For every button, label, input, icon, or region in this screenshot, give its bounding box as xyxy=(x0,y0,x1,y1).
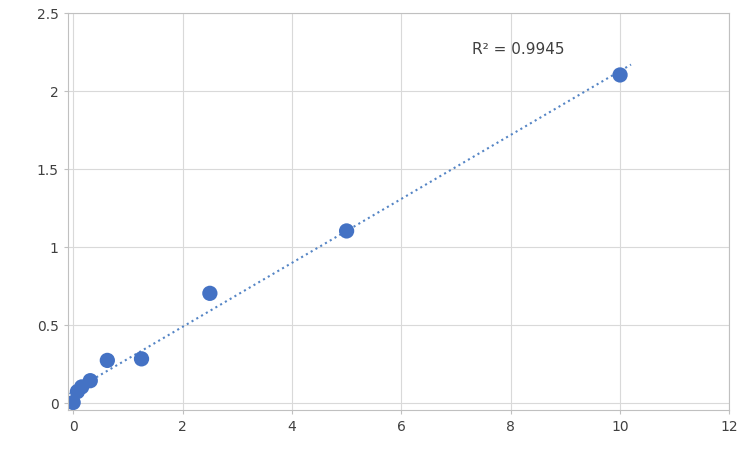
Point xyxy=(67,399,79,406)
Point xyxy=(71,388,83,396)
Text: R² = 0.9945: R² = 0.9945 xyxy=(472,42,565,57)
Point xyxy=(204,290,216,297)
Point xyxy=(76,383,88,391)
Point xyxy=(84,377,96,384)
Point xyxy=(614,72,626,79)
Point xyxy=(135,355,147,363)
Point xyxy=(341,228,353,235)
Point xyxy=(102,357,114,364)
